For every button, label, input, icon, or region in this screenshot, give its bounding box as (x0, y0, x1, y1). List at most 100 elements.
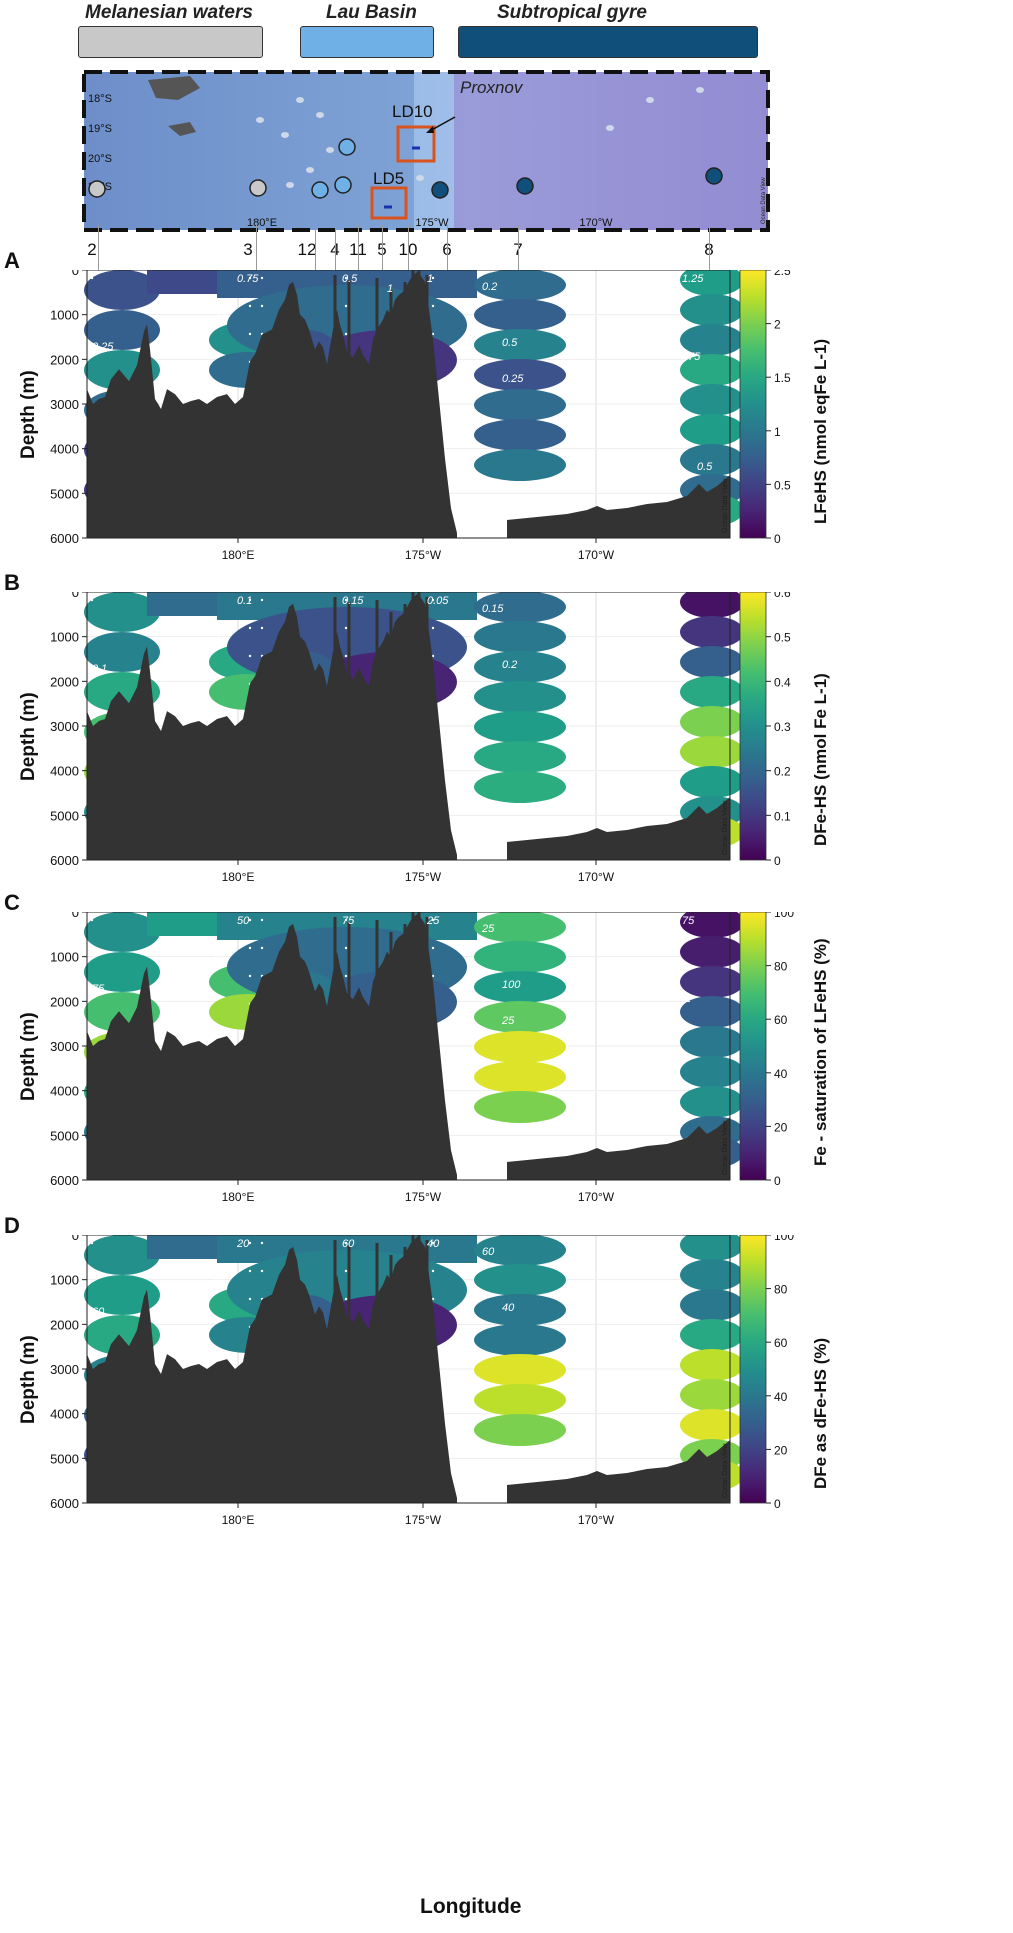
sample-point (260, 1241, 264, 1245)
data-blob (474, 389, 566, 421)
sample-point (344, 626, 348, 630)
sample-point (248, 304, 252, 308)
sample-point (623, 1297, 627, 1301)
ld5-label: LD5 (373, 169, 404, 188)
sample-point (90, 918, 94, 922)
sample-point (344, 946, 348, 950)
sample-point (431, 918, 435, 922)
colorbar-tick-label: 0.1 (774, 809, 791, 823)
station-line (518, 225, 519, 270)
sample-point (623, 472, 627, 476)
sample-point (623, 794, 627, 798)
data-blob (680, 1259, 744, 1291)
data-blob (474, 971, 566, 1003)
contour-label: 75 (342, 915, 355, 927)
y-tick-label: 2000 (50, 1317, 79, 1332)
sample-point (623, 304, 627, 308)
bathymetry (87, 913, 457, 1180)
bathymetry-east (507, 797, 730, 860)
data-blob (474, 681, 566, 713)
data-blob (680, 706, 744, 738)
lon-label: 180°E (247, 217, 277, 229)
section-panel: C Depth (m) 50 75 25 25 50 75 100 25 75 2 0 1000 2000 3… (0, 890, 1013, 1210)
data-blob (474, 651, 566, 683)
sample-point (260, 276, 264, 280)
contour-label: 60 (92, 1306, 105, 1318)
sample-point (623, 416, 627, 420)
data-blob (474, 419, 566, 451)
contour-label: .05 (212, 635, 228, 647)
sample-point (623, 1409, 627, 1413)
odv-watermark: Ocean Data View (722, 478, 729, 533)
colorbar-tick-label: 0.4 (774, 675, 791, 689)
sample-point (623, 1241, 627, 1245)
data-blob (680, 646, 744, 678)
station-marker (431, 181, 449, 199)
sample-point (623, 1353, 627, 1357)
y-tick-label: 3000 (50, 719, 79, 734)
contour-label: 1.25 (682, 273, 704, 285)
x-tick-label: 170°W (578, 870, 615, 884)
data-blob (680, 324, 744, 356)
colorbar-tick-label: 0.2 (774, 765, 791, 779)
y-tick-label: 0 (72, 1235, 79, 1243)
bathymetry (87, 593, 457, 860)
data-blob (474, 1354, 566, 1386)
sample-point (90, 304, 94, 308)
colorbar (739, 270, 767, 539)
station-line (408, 225, 409, 270)
sample-point (431, 332, 435, 336)
x-tick-label: 175°W (405, 1513, 442, 1527)
station-line (382, 225, 383, 270)
sample-point (90, 1241, 94, 1245)
panel-letter: B (4, 570, 20, 595)
y-tick-label: 5000 (50, 1128, 79, 1143)
proxnov-arrowhead (426, 126, 434, 133)
station-line (315, 225, 316, 270)
colorbar-tick-label: 0 (774, 854, 781, 868)
colorbar-tick-label: 0 (774, 1174, 781, 1188)
lat-label: 20°S (88, 153, 112, 165)
region-color-box (300, 26, 434, 58)
colorbar-tick-label: 0.6 (774, 592, 791, 600)
y-tick-label: 2000 (50, 352, 79, 367)
contour-label: 50 (212, 955, 225, 967)
data-blob (474, 270, 566, 301)
sample-point (623, 1002, 627, 1006)
sample-point (344, 974, 348, 978)
colorbar (739, 912, 767, 1181)
y-tick-label: 0 (72, 270, 79, 278)
sample-point (623, 1030, 627, 1034)
sample-point (344, 276, 348, 280)
region-color-box (458, 26, 758, 58)
data-blob (680, 592, 744, 618)
y-tick-label: 2000 (50, 994, 79, 1009)
colorbar-tick-label: 60 (774, 1013, 788, 1027)
station-number: 2 (87, 240, 97, 259)
x-tick-label: 175°W (405, 1190, 442, 1204)
sample-point (623, 1325, 627, 1329)
lat-label: 19°S (88, 123, 112, 135)
station-line (335, 225, 336, 270)
island-shape (148, 76, 200, 100)
station-number: 12 (297, 240, 317, 259)
data-blob (84, 1235, 160, 1275)
sample-point (344, 654, 348, 658)
colorbar-tick-label: 20 (774, 1120, 788, 1134)
contour-label: 0.5 (342, 273, 358, 285)
sample-point (431, 598, 435, 602)
data-blob (474, 1031, 566, 1063)
colorbar (739, 592, 767, 861)
contour-label: 25 (426, 915, 440, 927)
sample-point (431, 654, 435, 658)
bathymetry-east (507, 475, 730, 538)
island-shape (286, 182, 294, 188)
sample-point (248, 598, 252, 602)
data-blob (680, 936, 744, 968)
contour-label: 0.75 (237, 273, 259, 285)
station-marker (249, 179, 267, 197)
y-tick-label: 1000 (50, 1273, 79, 1288)
y-tick-label: 4000 (50, 442, 79, 457)
y-tick-label: 2000 (50, 674, 79, 689)
